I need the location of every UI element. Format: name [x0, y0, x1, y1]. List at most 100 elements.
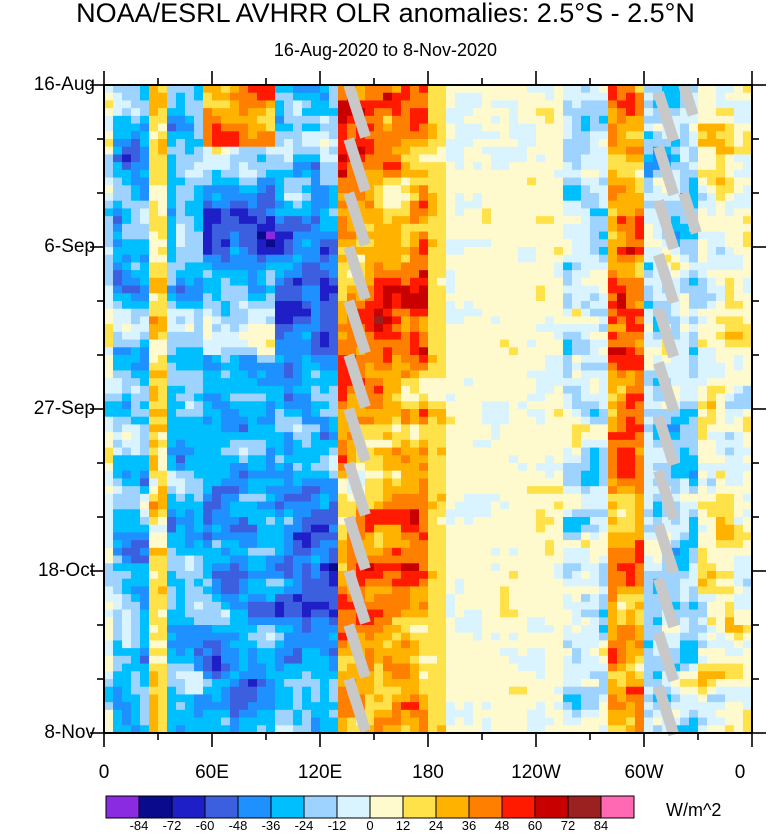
anomaly-cell — [572, 123, 582, 132]
anomaly-cell — [221, 463, 231, 472]
anomaly-cell — [239, 447, 249, 456]
anomaly-cell — [608, 370, 618, 379]
anomaly-cell — [293, 578, 303, 588]
anomaly-cell — [131, 239, 141, 248]
anomaly-cell — [608, 432, 618, 441]
anomaly-cell — [392, 193, 402, 202]
anomaly-cell — [266, 378, 276, 387]
anomaly-cell — [572, 439, 582, 449]
anomaly-cell — [635, 231, 645, 240]
anomaly-cell — [185, 208, 195, 217]
anomaly-cell — [104, 169, 114, 179]
anomaly-cell — [131, 540, 141, 549]
anomaly-cell — [419, 200, 429, 210]
anomaly-cell — [464, 285, 474, 294]
anomaly-cell — [698, 355, 708, 364]
anomaly-cell — [419, 501, 429, 510]
anomaly-cell — [311, 293, 321, 302]
anomaly-cell — [599, 208, 609, 217]
anomaly-cell — [149, 501, 159, 510]
anomaly-cell — [518, 146, 528, 156]
anomaly-cell — [266, 540, 276, 549]
anomaly-cell — [275, 609, 285, 618]
anomaly-cell — [329, 193, 339, 202]
anomaly-cell — [293, 347, 303, 356]
anomaly-cell — [635, 154, 645, 163]
anomaly-cell — [122, 100, 132, 109]
anomaly-cell — [410, 540, 420, 549]
anomaly-cell — [158, 146, 168, 156]
anomaly-cell — [527, 108, 537, 117]
anomaly-cell — [158, 277, 168, 287]
anomaly-cell — [266, 601, 276, 611]
anomaly-cell — [563, 339, 573, 348]
anomaly-cell — [554, 231, 564, 240]
anomaly-cell — [608, 416, 618, 426]
anomaly-cell — [698, 378, 708, 387]
anomaly-cell — [284, 447, 294, 456]
anomaly-cell — [734, 247, 744, 256]
anomaly-cell — [536, 208, 546, 217]
anomaly-cell — [563, 247, 573, 256]
anomaly-cell — [734, 115, 744, 125]
anomaly-cell — [131, 409, 141, 418]
anomaly-cell — [194, 146, 204, 156]
anomaly-cell — [203, 208, 213, 217]
anomaly-cell — [554, 378, 564, 387]
anomaly-cell — [104, 154, 114, 163]
anomaly-cell — [149, 154, 159, 163]
anomaly-cell — [410, 393, 420, 402]
anomaly-cell — [536, 108, 546, 117]
anomaly-cell — [158, 555, 168, 564]
anomaly-cell — [671, 200, 681, 210]
anomaly-cell — [284, 277, 294, 287]
anomaly-cell — [419, 393, 429, 402]
anomaly-cell — [428, 185, 438, 194]
anomaly-cell — [464, 401, 474, 410]
anomaly-cell — [725, 254, 735, 264]
anomaly-cell — [725, 439, 735, 449]
anomaly-cell — [509, 339, 519, 348]
anomaly-cell — [275, 385, 285, 395]
anomaly-cell — [545, 470, 555, 480]
anomaly-cell — [563, 308, 573, 318]
anomaly-cell — [581, 501, 591, 510]
anomaly-cell — [329, 146, 339, 156]
anomaly-cell — [734, 463, 744, 472]
anomaly-cell — [626, 424, 636, 433]
anomaly-cell — [221, 262, 231, 271]
anomaly-cell — [491, 131, 501, 140]
anomaly-cell — [194, 324, 204, 333]
anomaly-cell — [140, 316, 150, 325]
anomaly-cell — [401, 254, 411, 264]
anomaly-cell — [536, 200, 546, 210]
anomaly-cell — [671, 108, 681, 117]
anomaly-cell — [626, 123, 636, 132]
anomaly-cell — [410, 571, 420, 580]
anomaly-cell — [509, 601, 519, 611]
anomaly-cell — [572, 108, 582, 117]
anomaly-cell — [284, 416, 294, 426]
anomaly-cell — [185, 439, 195, 449]
anomaly-cell — [518, 270, 528, 279]
anomaly-cell — [644, 393, 654, 402]
anomaly-cell — [122, 131, 132, 140]
anomaly-cell — [509, 540, 519, 549]
anomaly-cell — [167, 285, 177, 294]
anomaly-cell — [581, 277, 591, 287]
anomaly-cell — [590, 185, 600, 194]
anomaly-cell — [581, 362, 591, 372]
anomaly-cell — [527, 139, 537, 148]
anomaly-cell — [608, 578, 618, 588]
anomaly-cell — [473, 355, 483, 364]
anomaly-cell — [590, 177, 600, 186]
anomaly-cell — [311, 85, 321, 94]
anomaly-cell — [185, 401, 195, 410]
anomaly-cell — [356, 470, 366, 480]
anomaly-cell — [221, 277, 231, 287]
anomaly-cell — [743, 555, 753, 564]
anomaly-cell — [446, 154, 456, 163]
anomaly-cell — [212, 393, 222, 402]
anomaly-cell — [392, 455, 402, 464]
anomaly-cell — [383, 578, 393, 588]
